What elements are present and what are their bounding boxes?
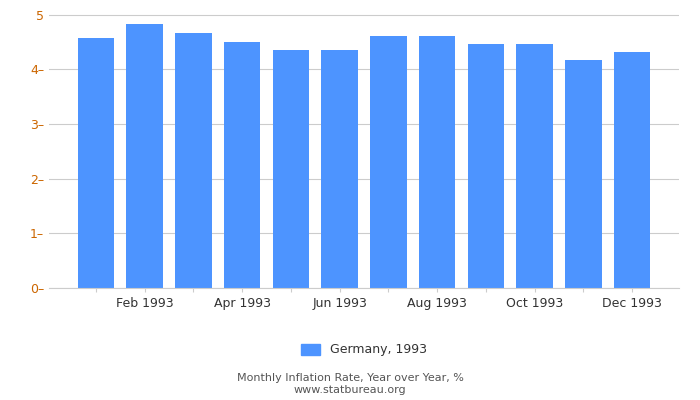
Bar [419,36,456,288]
Bar [370,36,407,288]
Bar [321,50,358,288]
Text: Monthly Inflation Rate, Year over Year, %: Monthly Inflation Rate, Year over Year, … [237,373,463,383]
Bar [127,24,163,288]
Bar [517,44,553,288]
Bar [565,60,601,288]
Text: www.statbureau.org: www.statbureau.org [294,385,406,395]
Bar [224,42,260,288]
Bar [272,50,309,288]
Bar [175,33,211,288]
Bar [468,44,504,288]
Bar [614,52,650,288]
Bar [78,38,114,288]
Legend: Germany, 1993: Germany, 1993 [296,338,432,362]
